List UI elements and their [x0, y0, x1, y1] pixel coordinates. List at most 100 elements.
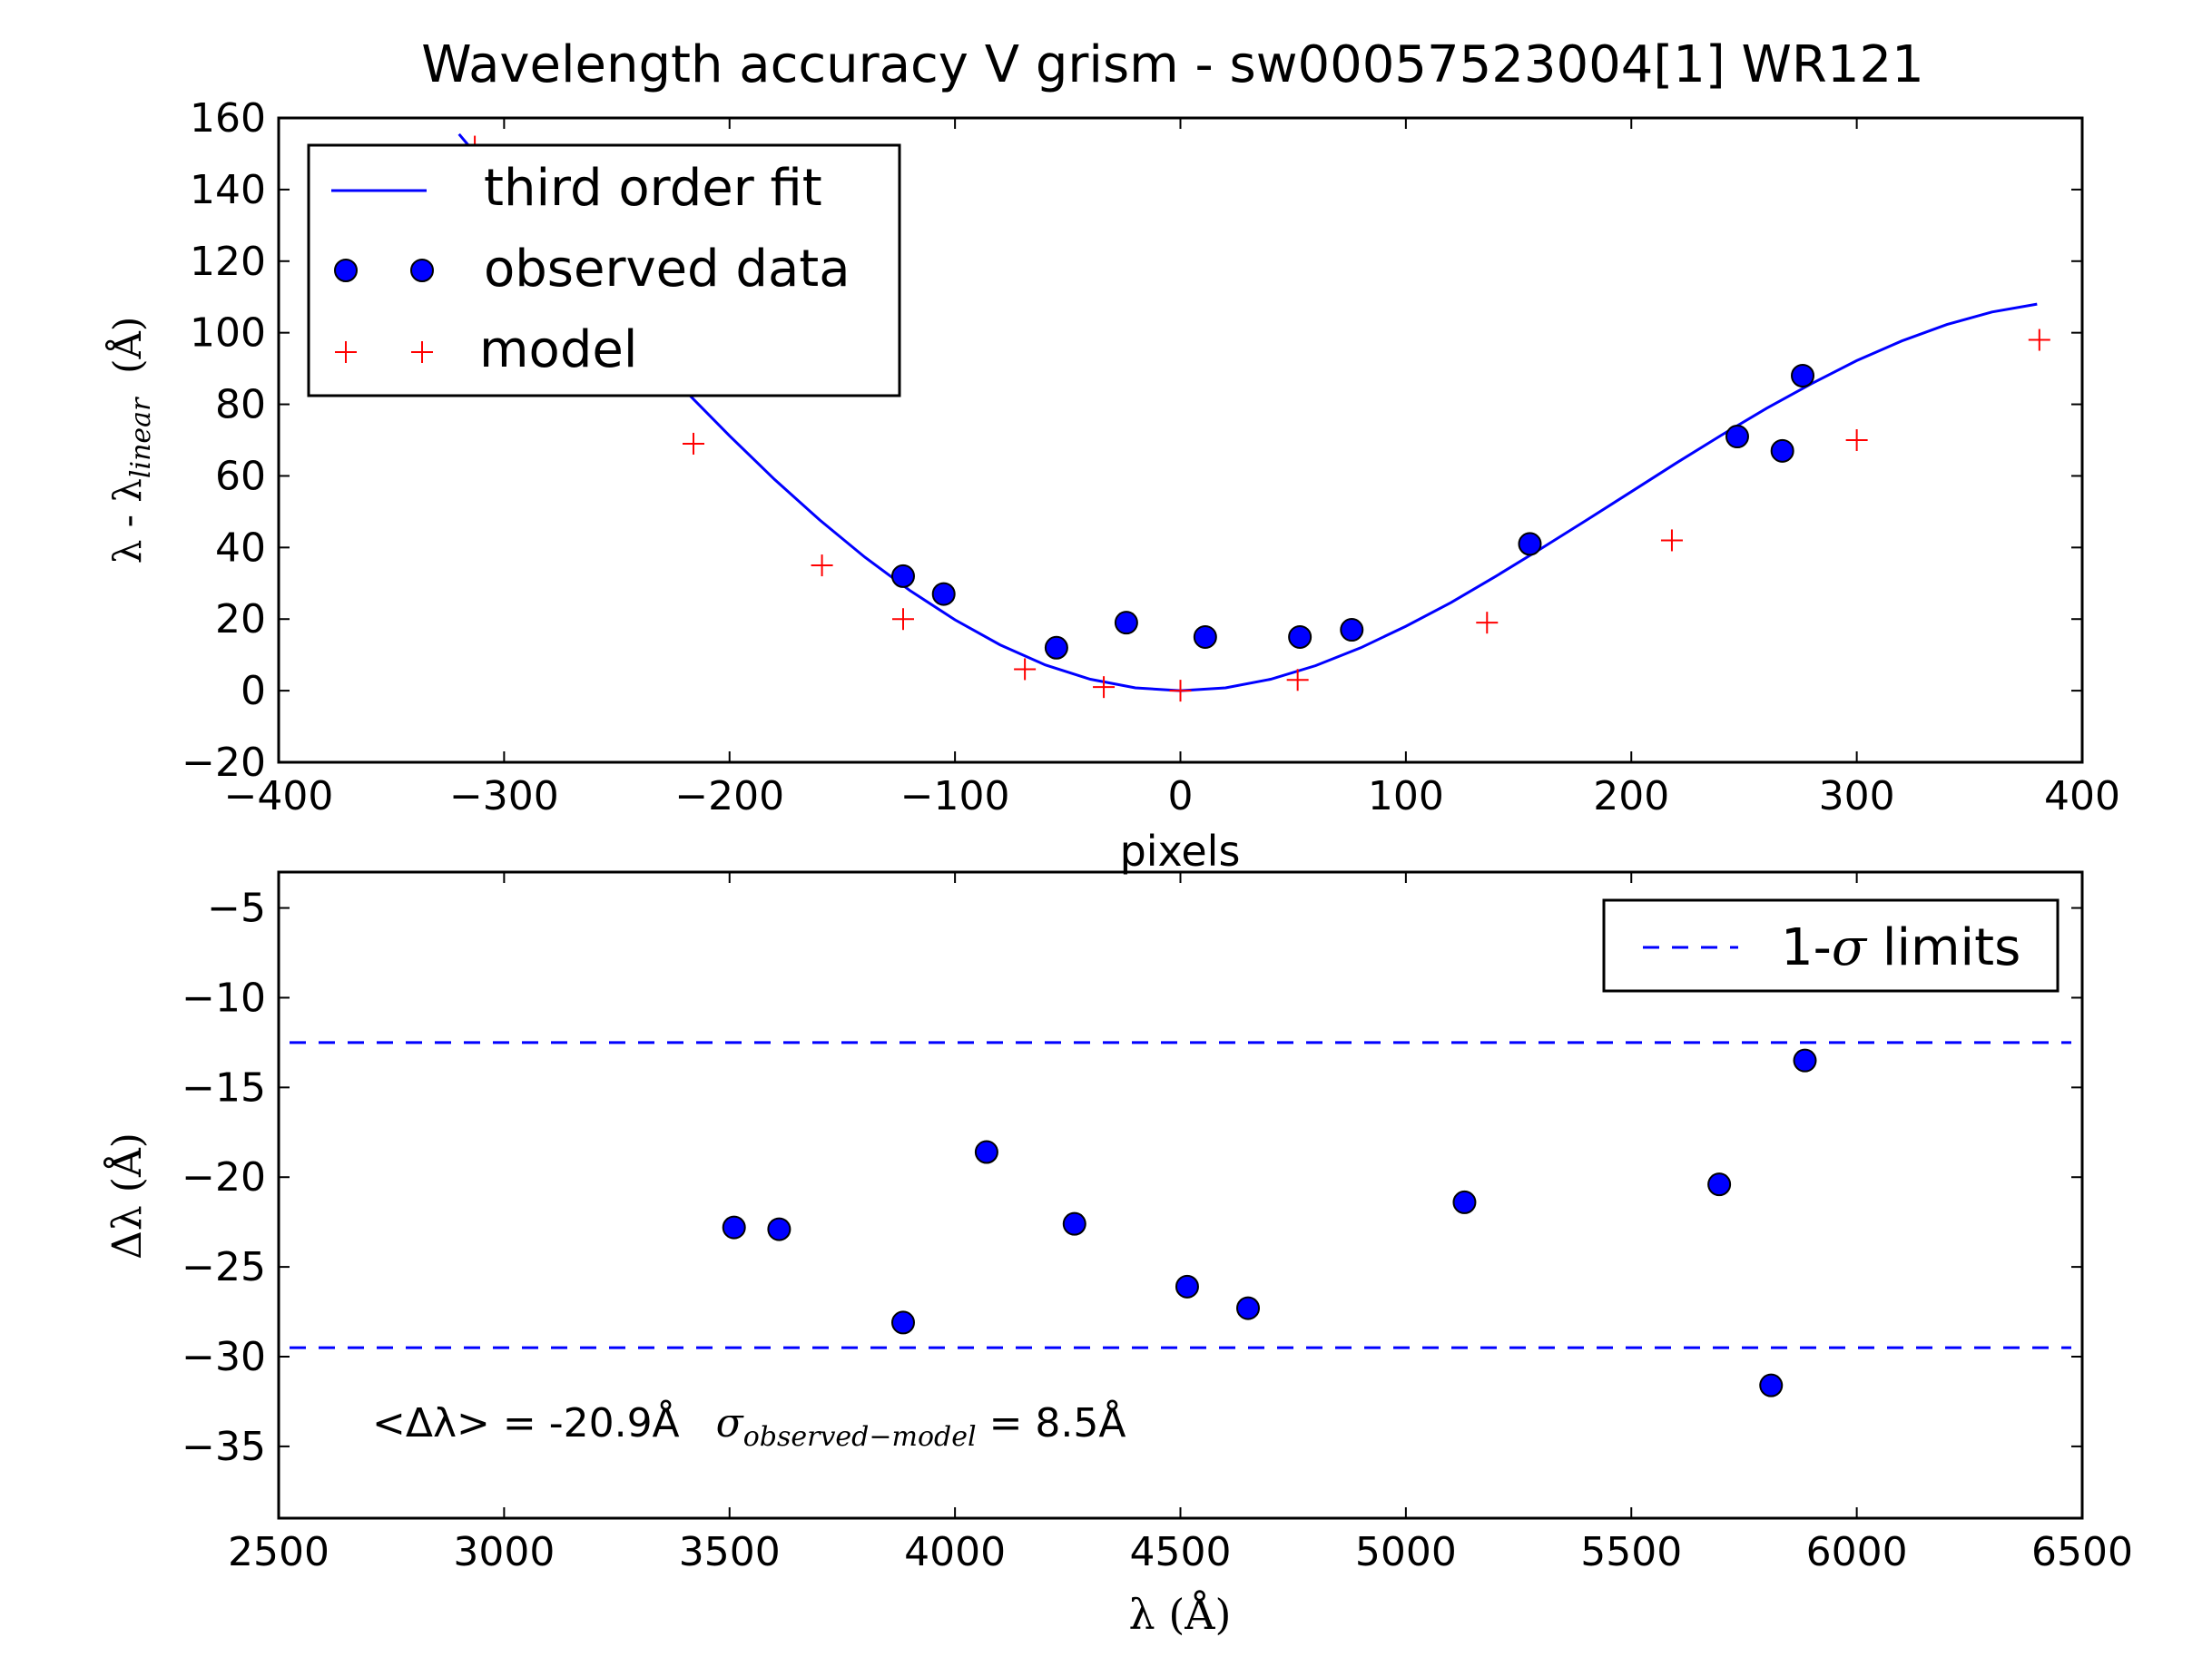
observed-point	[1770, 438, 1794, 463]
legend-label-fit: third order fit	[484, 159, 822, 218]
top-x-axis-label: pixels	[1120, 827, 1241, 876]
y-tick-label: 80	[215, 382, 266, 428]
x-tick-label: 0	[1168, 773, 1194, 819]
bottom-x-axis-label: λ (Å)	[1129, 1589, 1232, 1639]
y-tick-label: 40	[215, 525, 266, 571]
model-point	[2028, 328, 2050, 351]
observed-point	[974, 1140, 998, 1164]
legend-plus-swatch	[335, 341, 433, 363]
y-tick-label: −5	[207, 886, 266, 932]
x-tick-label: 6000	[1806, 1529, 1908, 1575]
observed-point	[1452, 1190, 1477, 1214]
plot-series-layer	[457, 132, 2038, 692]
mean-offset-text: <Δλ> = -20.9Å	[372, 1398, 680, 1446]
x-tick-label: 300	[1819, 773, 1895, 819]
x-tick-label: −100	[900, 773, 1010, 819]
sigma-value: = 8.5Å	[977, 1398, 1126, 1446]
legend-dot-swatch-1	[334, 259, 358, 282]
top-y-label-main: λ - λ	[105, 478, 150, 564]
observed-point	[931, 582, 956, 606]
model-point	[1660, 529, 1683, 552]
legend-limits-a: 1-	[1781, 918, 1832, 977]
stats-annotation: <Δλ> = -20.9Å σobserved−model = 8.5Å	[372, 1398, 1126, 1453]
model-point	[891, 608, 914, 631]
x-tick-label: 400	[2044, 773, 2120, 819]
legend-limits-sigma: σ	[1832, 918, 1868, 977]
observed-point	[1236, 1296, 1261, 1320]
legend-label-model: model	[479, 320, 637, 379]
x-tick-label: 3000	[453, 1529, 555, 1575]
observed-point	[1791, 364, 1815, 387]
top-y-label-sub: linear	[125, 397, 157, 478]
x-tick-label: 100	[1368, 773, 1444, 819]
legend-limits-b: limits	[1866, 918, 2020, 977]
y-tick-label: −10	[182, 975, 266, 1021]
observed-point	[722, 1215, 746, 1240]
observed-point	[890, 1310, 915, 1335]
top-legend: third order fit observed data model	[307, 143, 901, 397]
sigma-symbol: σ	[716, 1400, 745, 1446]
legend-label-observed: observed data	[484, 240, 850, 299]
observed-point	[1518, 532, 1542, 556]
plot-series-layer	[290, 1041, 2071, 1349]
y-tick-label: −20	[182, 740, 266, 786]
y-tick-label: 160	[190, 95, 266, 142]
observed-point	[890, 564, 915, 588]
bottom-x-ticks: 2500 3000 3500 4000 4500 5000 5500 6000 6500	[228, 872, 2133, 1575]
y-tick-label: −20	[182, 1154, 266, 1201]
model-point	[811, 554, 833, 577]
observed-point	[1114, 611, 1138, 635]
x-tick-label: 200	[1593, 773, 1669, 819]
observed-point	[767, 1217, 791, 1241]
x-tick-label: 6500	[2031, 1529, 2133, 1575]
fit-line	[457, 132, 2038, 692]
observed-point	[1175, 1274, 1199, 1299]
bottom-y-ticks: −35 −30 −25 −20 −15 −10 −5	[182, 886, 2082, 1470]
x-tick-label: 4000	[904, 1529, 1006, 1575]
bottom-chart: 2500 3000 3500 4000 4500 5000 5500 6000 6500 −35…	[103, 870, 2133, 1639]
top-y-label-unit: (Å)	[104, 317, 150, 398]
y-tick-label: 140	[190, 167, 266, 213]
x-tick-label: 2500	[228, 1529, 329, 1575]
observed-point	[1193, 624, 1217, 649]
x-tick-label: 5500	[1580, 1529, 1682, 1575]
y-tick-label: −35	[182, 1424, 266, 1470]
y-tick-label: 120	[190, 239, 266, 285]
bottom-legend-box	[1602, 898, 2060, 993]
observed-point	[1793, 1048, 1817, 1073]
model-point	[1093, 676, 1116, 699]
model-point	[1476, 612, 1499, 634]
bottom-plot-area	[290, 1041, 2071, 1397]
model-point	[1169, 680, 1192, 702]
model-point	[683, 432, 705, 455]
observed-point	[1288, 624, 1312, 649]
chart-title: Wavelength accuracy V grism - sw00057523…	[421, 35, 1923, 94]
top-legend-box	[307, 143, 901, 397]
top-y-ticks: −20 0 20 40 60 80 100 120 140 160	[182, 95, 2082, 786]
y-tick-label: 0	[241, 668, 266, 714]
top-chart: Wavelength accuracy V grism - sw00057523…	[104, 35, 2120, 876]
legend-dot-swatch-2	[410, 259, 434, 282]
observed-point	[1340, 618, 1364, 642]
observed-point	[1707, 1172, 1732, 1197]
bottom-y-axis-label: Δλ (Å)	[103, 1133, 151, 1260]
x-tick-label: −200	[674, 773, 784, 819]
top-y-axis-label: λ - λlinear (Å)	[104, 317, 157, 564]
y-tick-label: −30	[182, 1334, 266, 1380]
observed-point	[1759, 1373, 1784, 1397]
model-point	[1014, 658, 1037, 681]
y-tick-label: −25	[182, 1244, 266, 1290]
x-tick-label: 3500	[679, 1529, 781, 1575]
x-tick-label: −300	[449, 773, 559, 819]
x-tick-label: −400	[224, 773, 334, 819]
y-tick-label: −15	[182, 1064, 266, 1111]
bottom-legend: 1-σ limits	[1602, 898, 2060, 993]
top-plot-area	[457, 132, 2050, 702]
y-tick-label: 60	[215, 453, 266, 499]
y-tick-label: 100	[190, 310, 266, 357]
x-tick-label: 4500	[1130, 1529, 1232, 1575]
observed-point	[1062, 1211, 1086, 1236]
observed-point	[1044, 635, 1068, 660]
observed-point	[1725, 425, 1749, 449]
